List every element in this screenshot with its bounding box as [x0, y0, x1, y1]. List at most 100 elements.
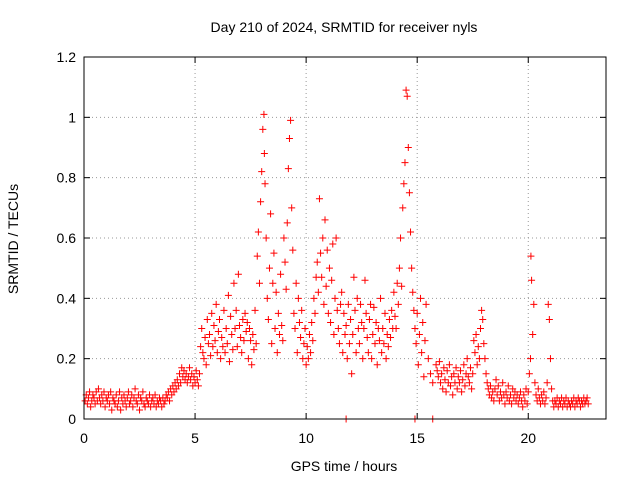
data-point	[301, 325, 309, 332]
data-point	[463, 355, 471, 363]
data-point	[314, 288, 322, 296]
data-point	[545, 315, 553, 323]
data-point	[108, 406, 116, 414]
data-point	[506, 391, 514, 399]
data-point	[240, 337, 248, 345]
data-point	[388, 306, 396, 314]
data-point	[441, 376, 449, 384]
data-point	[239, 315, 247, 323]
data-point	[304, 355, 312, 363]
data-point	[221, 349, 229, 357]
data-point	[544, 300, 552, 308]
data-point	[284, 165, 292, 173]
data-point	[439, 385, 447, 393]
data-point	[526, 355, 534, 363]
data-point	[516, 388, 524, 396]
data-point	[241, 309, 249, 317]
data-point	[287, 116, 295, 124]
data-point	[251, 306, 259, 314]
data-point	[378, 349, 386, 357]
data-point	[530, 300, 538, 308]
data-point	[413, 309, 421, 317]
data-point	[257, 198, 265, 206]
data-point	[196, 370, 204, 378]
data-point	[204, 340, 212, 348]
data-point	[250, 346, 258, 354]
data-point	[364, 349, 372, 357]
data-point	[109, 394, 117, 402]
data-point	[309, 337, 317, 345]
data-point	[253, 252, 261, 260]
data-point	[267, 210, 275, 218]
data-point	[417, 294, 425, 302]
data-point	[219, 343, 227, 351]
data-point	[202, 361, 210, 369]
data-point	[334, 325, 342, 332]
data-point	[224, 291, 232, 299]
data-point	[375, 337, 383, 345]
data-point	[295, 318, 303, 326]
data-point	[258, 168, 266, 176]
data-point	[192, 367, 200, 375]
data-point	[272, 288, 280, 296]
data-point	[440, 364, 448, 372]
data-point	[458, 388, 466, 396]
data-point	[230, 279, 238, 287]
y-tick-label: 0.4	[57, 290, 77, 306]
data-point	[382, 355, 390, 363]
data-point	[333, 306, 341, 314]
data-point	[320, 300, 328, 308]
data-point	[248, 361, 256, 369]
data-point	[166, 397, 174, 405]
data-point	[279, 337, 287, 345]
data-point	[194, 382, 202, 390]
data-point	[231, 325, 239, 332]
data-point	[252, 340, 260, 348]
data-point	[331, 294, 339, 302]
data-point	[129, 403, 137, 411]
data-point	[288, 204, 296, 212]
data-point	[367, 300, 375, 308]
data-point	[282, 285, 290, 293]
data-point	[107, 388, 115, 396]
data-point	[363, 334, 371, 342]
data-point	[523, 400, 531, 408]
data-point	[452, 364, 460, 372]
data-point	[278, 321, 286, 329]
data-point	[373, 361, 381, 369]
data-point	[349, 331, 357, 339]
data-point	[201, 334, 209, 342]
data-point	[385, 315, 393, 323]
data-point	[254, 228, 262, 236]
data-point	[465, 379, 473, 387]
data-point	[142, 394, 150, 402]
data-point	[467, 364, 475, 372]
y-tick-label: 0.6	[57, 230, 77, 246]
data-point	[187, 376, 195, 384]
data-point	[493, 391, 501, 399]
data-point	[338, 288, 346, 296]
data-point	[285, 134, 293, 142]
data-point	[357, 300, 365, 308]
data-point	[277, 270, 285, 278]
data-point	[302, 361, 310, 369]
data-point	[460, 361, 468, 369]
data-point	[298, 306, 306, 314]
data-point	[528, 276, 536, 284]
data-point	[479, 315, 487, 323]
data-point	[433, 367, 441, 375]
data-point	[123, 394, 131, 402]
data-point	[450, 370, 458, 378]
data-point	[87, 403, 95, 411]
data-point	[548, 385, 556, 393]
data-point	[281, 258, 289, 266]
data-point	[383, 331, 391, 339]
data-point	[464, 373, 472, 381]
data-point	[435, 358, 443, 366]
data-point	[208, 309, 216, 317]
data-point	[474, 343, 482, 351]
data-point	[359, 355, 367, 363]
data-point	[340, 309, 348, 317]
data-point	[459, 376, 467, 384]
